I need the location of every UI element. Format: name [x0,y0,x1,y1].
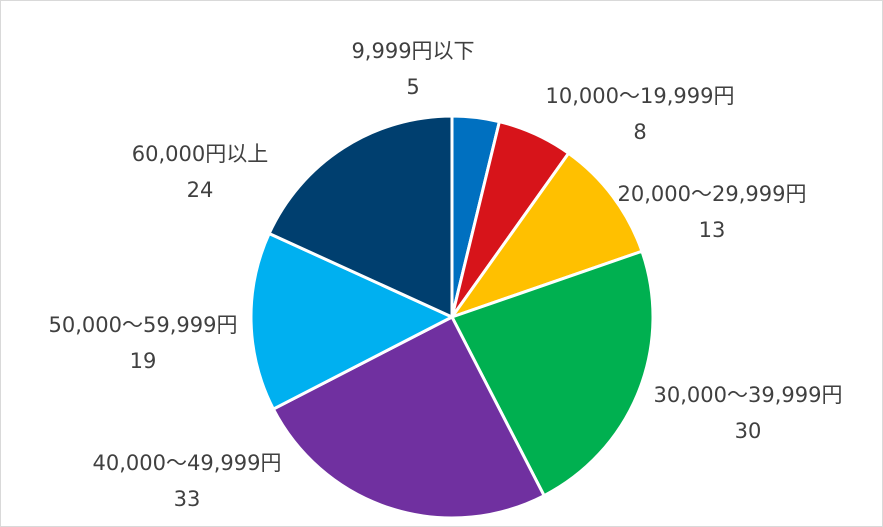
pie-slice [448,151,644,320]
pie-slice [449,249,655,498]
slice-category-label: 40,000～49,999円 [93,451,282,475]
slice-value-label: 30 [735,419,762,443]
slice-category-label: 20,000～29,999円 [618,182,807,206]
slice-value-label: 33 [174,487,201,511]
slice-value-label: 24 [187,178,214,202]
slice-value-label: 19 [130,349,157,373]
slice-value-label: 8 [633,120,646,144]
slice-category-label: 60,000円以上 [132,142,268,166]
slice-value-label: 13 [699,218,726,242]
slice-category-label: 10,000～19,999円 [546,84,735,108]
pie-slice [249,231,456,412]
slice-category-label: 9,999円以下 [351,39,474,63]
slice-value-label: 5 [406,75,419,99]
pie-slice [271,314,547,520]
slice-category-label: 50,000～59,999円 [49,313,238,337]
slice-category-label: 30,000～39,999円 [654,383,843,407]
pie-slice [267,114,454,320]
